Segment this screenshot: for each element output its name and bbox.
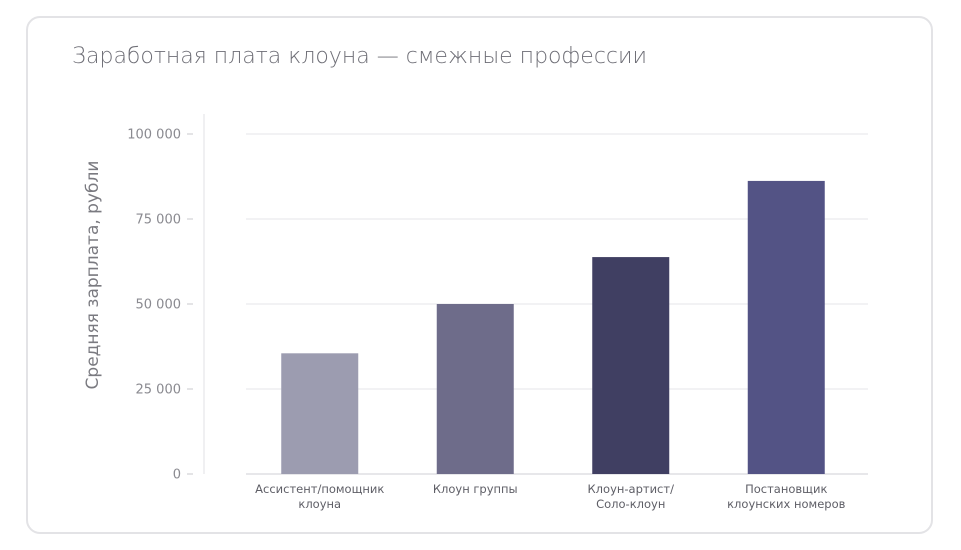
y-tick-label: 75 000 bbox=[136, 213, 182, 228]
bar bbox=[436, 304, 514, 474]
bars bbox=[281, 180, 825, 475]
bar bbox=[281, 353, 359, 474]
y-axis-title: Средняя зарплата, рубли bbox=[83, 161, 103, 390]
x-tick-label: Клоун группы bbox=[433, 482, 518, 496]
y-tick-labels: 0 25 000 50 000 75 000 100 000 bbox=[127, 128, 181, 483]
bar bbox=[592, 257, 670, 474]
y-tick-label: 0 bbox=[173, 468, 181, 483]
y-tick-label: 25 000 bbox=[136, 383, 182, 398]
x-tick-label-line: Соло-клоун bbox=[596, 497, 665, 511]
x-tick-label-line: Постановщик bbox=[745, 482, 827, 496]
x-tick-label: Ассистент/помощник клоуна bbox=[255, 482, 384, 511]
y-tick-label: 50 000 bbox=[136, 298, 182, 313]
x-tick-label: Клоун-артист/Соло-клоун bbox=[588, 482, 675, 511]
y-tick-label: 100 000 bbox=[127, 128, 181, 143]
x-tick-label-line: клоуна bbox=[298, 497, 341, 511]
x-tick-label-line: клоунских номеров bbox=[727, 497, 846, 511]
x-tick-label: Постановщик клоунских номеров bbox=[727, 482, 846, 511]
x-tick-label-line: Клоун-артист/ bbox=[588, 482, 675, 496]
x-tick-label-line: Ассистент/помощник bbox=[255, 482, 384, 496]
chart-title: Заработная плата клоуна — смежные профес… bbox=[72, 44, 647, 69]
x-tick-labels: Ассистент/помощник клоуна Клоун группы Клоу… bbox=[255, 482, 845, 511]
bar bbox=[747, 180, 825, 475]
x-tick-label-line: Клоун группы bbox=[433, 482, 518, 496]
